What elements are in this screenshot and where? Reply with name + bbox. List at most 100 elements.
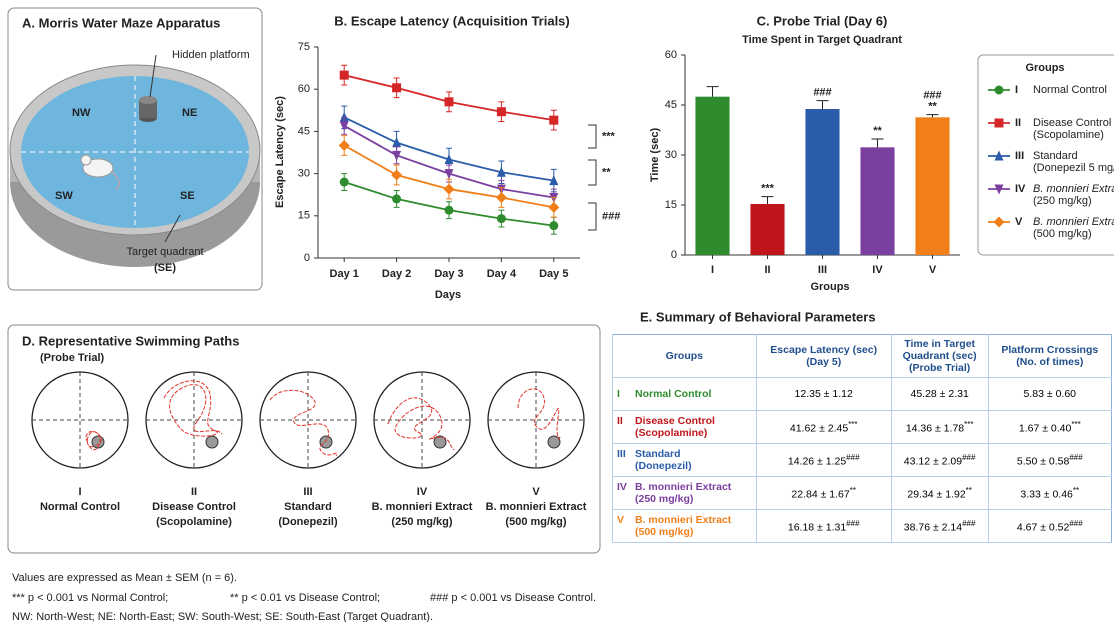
error-bar [871,138,884,148]
value-text: 38.76 ± 2.14 [903,521,963,534]
swim-path [85,430,102,451]
panel-a-title: A. Morris Water Maze Apparatus [22,15,220,30]
footnote: ** p < 0.01 vs Disease Control; [230,592,380,604]
table-row: III Standard (Donepezil) 14.26 ± 1.25### 43.… [612,443,1112,477]
group-name: Disease Control [635,415,715,427]
y-tick-label: 30 [665,149,677,161]
quadrant-lines [374,372,470,468]
group-name: Disease Control [152,501,236,513]
group-numeral: III [303,486,312,498]
group-cell: III Standard (Donepezil) [612,443,757,477]
significance: ** [1072,485,1080,495]
value-cell: 22.84 ± 1.67** [755,476,892,510]
legend-label: Disease Control [1033,117,1111,129]
group-numeral: IV [617,481,627,493]
marker [444,169,454,180]
footnote: *** p < 0.001 vs Normal Control; [12,592,168,604]
bracket [588,124,597,149]
bracket [588,159,597,186]
significance: ### [1069,452,1083,462]
group-detail: (Donepezil) [635,460,692,472]
bar [805,109,840,255]
quadrant-lines [488,372,584,468]
y-tick-label: 30 [298,168,310,180]
x-tick-label: Day 4 [487,268,517,280]
group-numeral: V [532,486,540,498]
group-numeral: I [617,388,620,400]
significance: ### [846,518,860,528]
quadrant-lines [260,372,356,468]
group-numeral: II [617,415,623,427]
header-cell: Platform Crossings (No. of times) [987,334,1112,378]
swim-path [517,388,561,441]
quadrant-label: SW [55,190,73,202]
table-row: I Normal Control 12.35 ± 1.12 45.28 ± 2.31 5… [612,377,1112,411]
value-cell: 3.33 ± 0.46** [987,476,1112,510]
x-tick-label: Day 5 [539,268,568,280]
value-cell: 45.28 ± 2.31 [890,377,989,411]
group-numeral: IV [417,486,428,498]
group-name: Standard [284,501,332,513]
legend-numeral: III [1015,150,1024,162]
header-text: Escape Latency (sec) [770,344,878,356]
bar [915,117,950,255]
value-text: 3.33 ± 0.46 [1020,488,1073,501]
marker [391,169,403,181]
significance: ### [962,452,976,462]
marker [339,70,349,80]
significance: ** [928,101,937,113]
x-tick-label: II [764,264,770,276]
y-axis-label: Escape Latency (sec) [274,96,286,208]
value-text: 16.18 ± 1.31 [787,521,847,534]
swim-path [269,389,338,457]
value-cell: 5.50 ± 0.58### [987,443,1112,477]
error-bar [706,86,719,97]
significance: ** [602,166,611,178]
group-cell: V B. monnieri Extract (500 mg/kg) [612,509,757,543]
header-text: Platform Crossings [1001,344,1099,356]
legend-detail: (Donepezil 5 mg/kg) [1033,162,1114,174]
value-text: 43.12 ± 2.09 [903,455,963,468]
x-tick-label: IV [872,264,883,276]
target-label: Target quadrant [126,246,203,258]
summary-table: Groups Escape Latency (sec) (Day 5) Time in… [612,334,1112,543]
value-cell: 43.12 ± 2.09### [890,443,989,477]
legend-label: Normal Control [1033,84,1107,96]
marker [496,214,506,224]
marker [549,221,559,231]
group-numeral: II [191,486,197,498]
quadrant-label: SE [180,190,195,202]
bracket [588,202,597,231]
legend-detail: (250 mg/kg) [1033,195,1092,207]
value-cell: 41.62 ± 2.45*** [755,410,892,444]
value-text: 29.34 ± 1.92 [907,488,966,501]
header-text: (Probe Trial) [909,362,971,374]
group-name: Normal Control [40,501,120,513]
y-tick-label: 0 [304,252,310,264]
value-text: 14.36 ± 1.78 [905,422,965,435]
header-text: (No. of times) [1016,356,1084,368]
significance: ### [1069,518,1083,528]
value-cell: 29.34 ± 1.92** [890,476,989,510]
legend-title: Groups [1025,62,1064,74]
y-tick-label: 60 [298,83,310,95]
marker [994,184,1004,195]
significance: *** [761,183,775,195]
value-cell: 16.18 ± 1.31### [755,509,892,543]
group-cell: II Disease Control (Scopolamine) [612,410,757,444]
value-text: 4.67 ± 0.52 [1016,521,1070,534]
legend-frame [977,54,1114,256]
swim-path [163,380,223,437]
significance: ### [813,87,831,99]
y-tick-label: 45 [298,125,310,137]
marker [443,183,455,195]
header-text: Groups [665,350,704,362]
error-bar [816,100,829,109]
marker [444,97,454,107]
value-cell: 1.67 ± 0.40*** [987,410,1112,444]
marker [994,85,1004,95]
x-axis-label: Groups [810,281,849,293]
y-tick-label: 15 [665,199,677,211]
significance: *** [602,130,616,142]
